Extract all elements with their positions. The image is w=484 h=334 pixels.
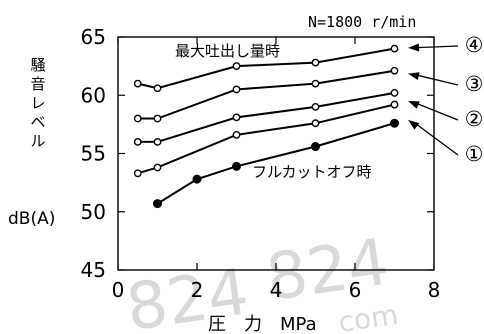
series-arrow-line [413,45,459,49]
data-point [133,79,142,88]
series-arrowhead [408,101,420,109]
condition-note: N=1800 r/min [308,13,416,31]
data-point [152,199,162,209]
series-label: ③ [465,72,484,96]
series-arrowhead [408,119,420,130]
watermark: 824 824 com [122,226,400,334]
series-label: ① [465,142,484,166]
data-point [192,174,202,184]
y-tick-label: 50 [81,200,106,224]
annotation-max-discharge: 最大吐出し量時 [175,42,280,60]
data-point [133,114,142,123]
x-tick-label: 8 [428,278,441,302]
data-point [232,85,241,94]
x-axis-label: 圧 力 MPa [208,314,317,334]
watermark-text-3: com [336,298,400,334]
y-axis-label-char: ベ [30,113,45,131]
data-point [153,163,162,172]
x-tick-label: 2 [191,278,204,302]
y-axis-label-char: レ [30,94,45,112]
y-tick-label: 55 [81,142,106,166]
x-tick-label: 6 [349,278,362,302]
y-axis-ticks: 45 50 55 60 65 [81,25,434,282]
x-axis-ticks: 0 2 4 6 8 [112,37,441,302]
series-group [133,44,400,209]
data-point [311,58,320,67]
watermark-text-1: 824 [122,256,253,334]
data-point [390,89,399,97]
annotation-full-cutoff: フルカットオフ時 [252,163,372,181]
y-tick-label: 65 [81,25,106,49]
y-axis-label-char: 音 [30,75,45,93]
y-axis-unit: dB(A) [8,209,55,229]
y-tick-label: 45 [81,258,106,282]
data-point [390,44,399,53]
y-axis-label: 騒音レベル [30,56,45,150]
watermark-text-2: 824 [262,226,393,316]
data-point [311,103,320,111]
series-arrow-line [413,73,459,86]
series-arrowhead [408,72,420,81]
series-label: ② [465,107,484,131]
series-arrow-line [413,101,459,121]
series-label-group: ④ ③ ② ① [408,33,483,166]
data-point [153,137,162,146]
y-axis-label-char: 騒 [30,56,45,74]
data-point [390,100,399,109]
y-tick-label: 60 [81,83,106,107]
data-point [231,161,241,171]
data-point [311,79,320,88]
series-line [137,69,395,120]
data-point [153,114,162,123]
data-point [133,137,142,146]
data-point [390,118,400,128]
data-point [311,142,321,152]
data-point [232,130,241,139]
data-point [232,62,241,71]
data-point [311,119,320,128]
y-axis-label-char: ル [30,132,45,150]
data-point [390,66,399,75]
x-tick-label: 0 [112,278,125,302]
series-arrow-line [413,121,459,156]
data-point [232,113,241,122]
series-label: ④ [465,33,484,57]
data-point [153,84,162,93]
data-point [133,169,142,178]
series-arrowhead [408,43,420,52]
x-tick-label: 4 [270,278,283,302]
